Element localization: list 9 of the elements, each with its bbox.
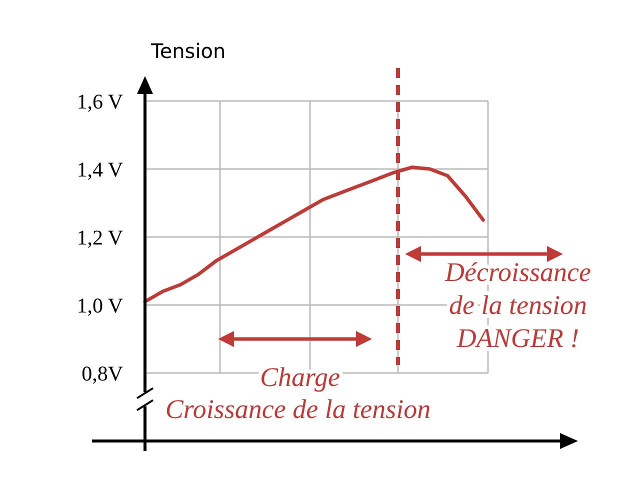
y-tick-label: 1,6 V xyxy=(76,89,123,114)
annotation: Décroissance de la tension DANGER ! xyxy=(444,257,591,353)
y-tick-label: 1,2 V xyxy=(76,225,123,250)
y-tick-label: 1,0 V xyxy=(76,293,123,318)
y-axis-title: Tension xyxy=(150,39,226,63)
annotation: Charge xyxy=(260,362,340,392)
annotation: Croissance de la tension xyxy=(165,394,431,424)
y-tick-label: 1,4 V xyxy=(76,157,123,182)
y-tick-label: 0,8V xyxy=(82,361,123,386)
